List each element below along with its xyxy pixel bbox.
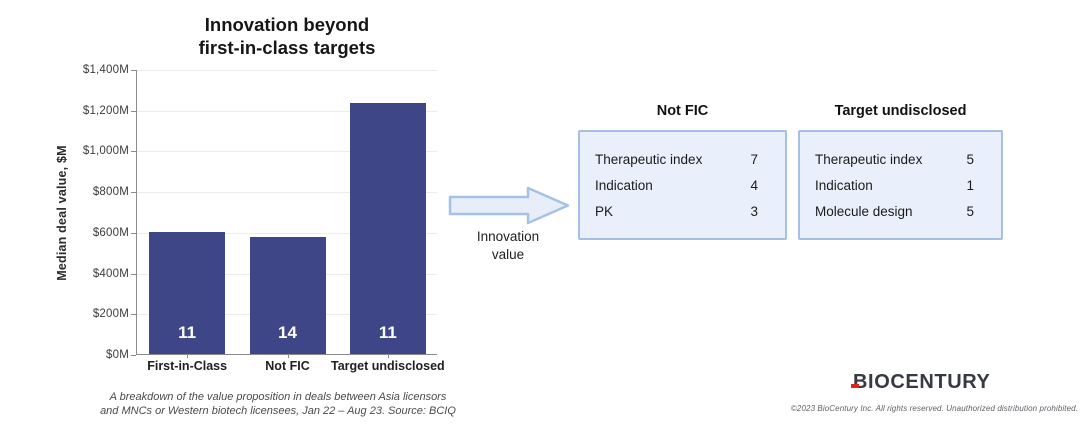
logo-text: BIOCENTURY [853, 371, 991, 393]
table-target-undisclosed: Therapeutic index 5 Indication 1 Molecul… [798, 130, 1003, 240]
y-tick-mark [131, 110, 136, 112]
x-tick-mark [387, 354, 389, 358]
y-tick-mark [131, 192, 136, 194]
y-tick-label: $1,000M [82, 145, 129, 158]
row-value: 1 [966, 178, 974, 193]
y-tick-label: $600M [92, 226, 129, 239]
chart-title: Innovation beyond first-in-class targets [198, 14, 376, 58]
x-tick-mark [187, 354, 189, 358]
bar-count-label: 11 [378, 323, 397, 342]
gridline [137, 70, 437, 71]
table-title-target-undisclosed: Target undisclosed [834, 103, 967, 119]
table-not-fic: Therapeutic index 7 Indication 4 PK 3 [578, 130, 787, 240]
table-row: Therapeutic index 5 [815, 147, 986, 173]
row-label: Molecule design [815, 204, 913, 219]
gridline [137, 110, 437, 112]
y-tick-label: $1,400M [82, 64, 129, 76]
y-tick-mark [131, 70, 136, 71]
x-category-label: First-in-Class [147, 359, 228, 373]
gridline [137, 192, 437, 194]
row-value: 3 [750, 204, 758, 219]
x-category-label: Target undisclosed [330, 359, 445, 373]
table-title-not-fic: Not FIC [656, 103, 709, 119]
table-row: PK 3 [595, 199, 770, 225]
row-value: 4 [750, 178, 758, 193]
y-tick-mark [131, 314, 136, 316]
table-row: Therapeutic index 7 [595, 147, 770, 173]
y-tick-mark [131, 355, 136, 356]
y-tick-mark [131, 151, 136, 153]
row-label: PK [595, 204, 614, 219]
bar-count-label: 11 [178, 323, 197, 342]
source-footnote: A breakdown of the value proposition in … [100, 391, 456, 417]
row-label: Indication [815, 178, 873, 193]
biocentury-logo: BIOCENTURY [851, 371, 991, 394]
copyright-notice: ©2023 BioCentury Inc. All rights reserve… [790, 404, 1078, 413]
y-tick-label: $200M [92, 308, 129, 321]
bar-not-fic: 14 [249, 236, 326, 354]
bar-count-label: 14 [278, 323, 297, 342]
row-value: 7 [750, 152, 758, 167]
x-tick-mark [287, 354, 289, 358]
row-label: Therapeutic index [815, 152, 923, 167]
row-value: 5 [966, 152, 974, 167]
bar-first-in-class: 11 [149, 231, 226, 354]
table-row: Molecule design 5 [815, 199, 986, 225]
y-tick-mark [131, 232, 136, 234]
row-label: Therapeutic index [595, 152, 703, 167]
y-tick-label: $0M [106, 349, 129, 361]
row-label: Indication [595, 178, 653, 193]
right-block-arrow-icon [448, 186, 570, 225]
y-tick-label: $400M [92, 267, 129, 280]
arrow-label: Innovation value [476, 229, 540, 262]
y-tick-mark [131, 273, 136, 275]
y-axis-title: Median deal value, $M [55, 145, 69, 281]
x-category-label: Not FIC [265, 359, 310, 373]
gridline [137, 151, 437, 153]
bar-chart-plot-area: $0M $200M $400M $600M $800M $1,000M $1,200M $1,… [83, 64, 445, 373]
gridline [137, 232, 437, 234]
table-row: Indication 4 [595, 173, 770, 199]
table-row: Indication 1 [815, 173, 986, 199]
bar-target-undisclosed: 11 [349, 102, 426, 354]
row-value: 5 [966, 204, 974, 219]
y-tick-label: $800M [92, 186, 129, 199]
y-tick-label: $1,200M [82, 104, 129, 117]
logo-red-accent-icon [851, 384, 859, 388]
